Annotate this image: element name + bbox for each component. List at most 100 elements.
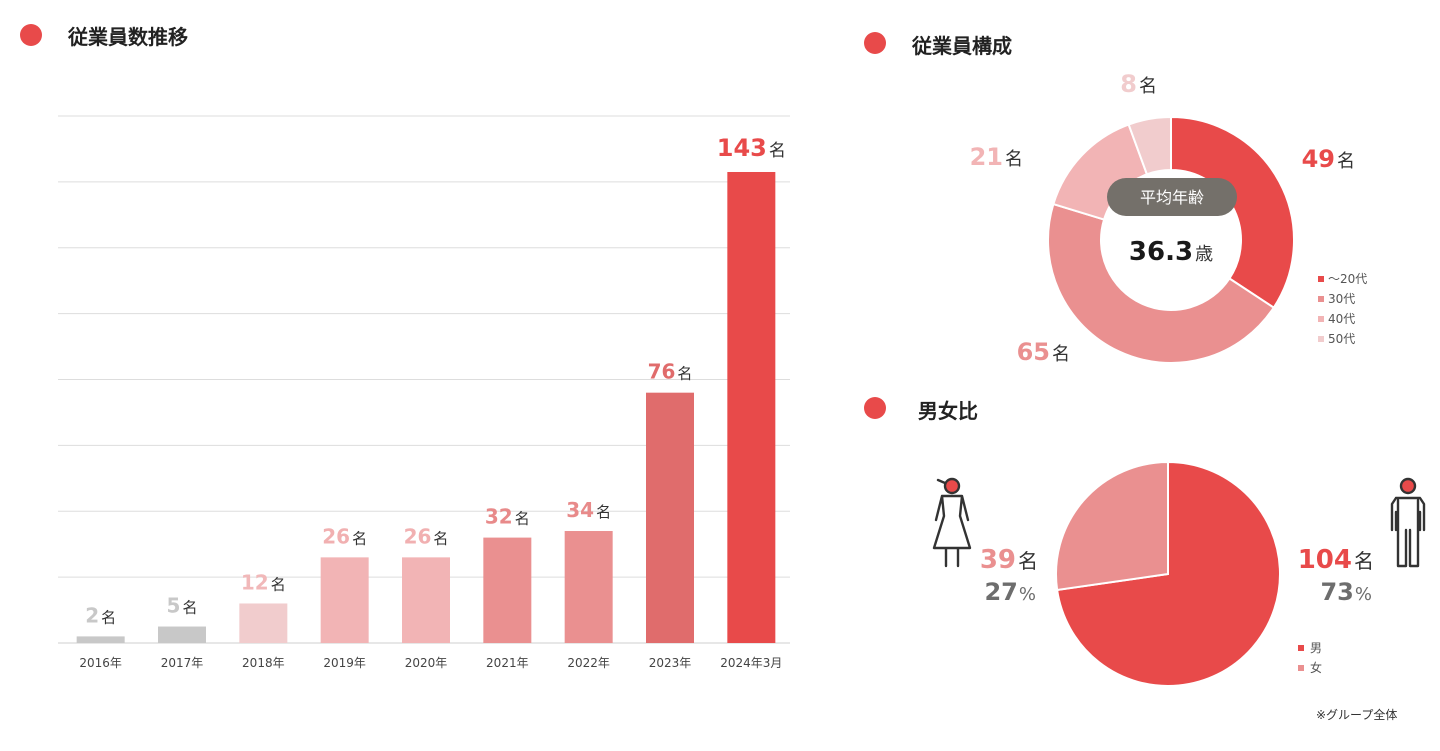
legend-label: 〜20代: [1328, 272, 1367, 286]
male-person-icon: [1390, 477, 1426, 568]
data-label: 21 名: [970, 143, 1023, 171]
x-tick-label: 2017年: [161, 656, 204, 670]
data-label: 12 名: [241, 570, 286, 594]
bar: [727, 171, 776, 643]
data-label-unit: 名: [352, 529, 367, 547]
data-label: 76 名: [648, 360, 693, 384]
average-age-unit: 歳: [1195, 244, 1213, 265]
x-tick-label: 2021年: [486, 656, 529, 670]
data-label-value: 5: [167, 594, 181, 618]
donut-slice: [1127, 115, 1172, 176]
bar: [646, 392, 694, 643]
female-count-label-value: 39: [980, 545, 1016, 575]
female-percent-value: 27: [984, 578, 1017, 606]
legend-swatch: [1318, 296, 1324, 302]
legend-swatch: [1318, 316, 1324, 322]
legend-swatch: [1318, 276, 1324, 282]
data-label-value: 8: [1120, 70, 1137, 98]
legend-swatch: [1298, 665, 1304, 671]
legend-label: 40代: [1328, 312, 1355, 326]
data-label-unit: 名: [596, 503, 611, 521]
female-count-label: 39 名: [980, 545, 1038, 575]
female-percent-unit: %: [1019, 584, 1036, 605]
data-label-unit: 名: [677, 365, 692, 383]
x-tick-label: 2020年: [405, 656, 448, 670]
male-count-label-value: 104: [1298, 545, 1352, 575]
data-label-unit: 名: [182, 599, 197, 617]
legend-label: 30代: [1328, 292, 1355, 306]
data-label-unit: 名: [1337, 151, 1355, 172]
bar: [239, 603, 288, 643]
male-head: [1399, 477, 1417, 495]
male-percent-value: 73: [1320, 578, 1353, 606]
female-person-icon: [932, 477, 972, 568]
male-percent-unit: %: [1355, 584, 1372, 605]
female-percent-label: 27%: [984, 578, 1036, 606]
male-count-label: 104 名: [1298, 545, 1374, 575]
average-age-badge-label: 平均年齢: [1140, 188, 1204, 207]
section-marker: [20, 24, 42, 46]
legend-swatch: [1318, 336, 1324, 342]
data-label-unit: 名: [515, 510, 530, 528]
x-tick-label: 2024年3月: [720, 656, 782, 670]
male-body: [1390, 496, 1426, 568]
data-label-value: 26: [322, 524, 350, 548]
pie-slice: [1055, 460, 1169, 592]
bar: [564, 531, 613, 643]
data-label-unit: 名: [101, 608, 116, 626]
bar: [402, 557, 450, 643]
female-body: [932, 478, 972, 568]
female-head: [943, 477, 961, 495]
data-label-value: 32: [485, 505, 513, 529]
gender-ratio-chart: 104 名 73% 39 名 27% 男女: [932, 460, 1426, 687]
section-marker: [864, 32, 886, 54]
data-label-value: 34: [566, 498, 594, 522]
data-label: 32 名: [485, 505, 530, 529]
donut-slice: [1047, 202, 1276, 364]
bar: [320, 557, 369, 643]
x-tick-label: 2019年: [323, 656, 366, 670]
bar: [158, 626, 206, 643]
legend-label: 女: [1310, 660, 1322, 675]
data-label-value: 12: [241, 570, 269, 594]
legend-label: 男: [1310, 641, 1322, 655]
data-label-value: 21: [970, 143, 1003, 171]
average-age-value: 36.3 歳: [1129, 237, 1213, 267]
bar: [483, 537, 532, 643]
data-label: 143 名: [717, 134, 786, 162]
x-tick-label: 2018年: [242, 656, 285, 670]
male-percent-label: 73%: [1320, 578, 1372, 606]
growth-title: 従業員数推移: [68, 25, 188, 49]
x-tick-label: 2023年: [649, 656, 692, 670]
footnote: ※グループ全体: [1316, 708, 1398, 722]
average-age-number: 36.3: [1129, 237, 1193, 267]
data-label-unit: 名: [769, 141, 786, 161]
data-label-unit: 名: [1139, 76, 1157, 97]
data-label: 34 名: [566, 498, 611, 522]
data-label-unit: 名: [271, 575, 286, 593]
legend-swatch: [1298, 645, 1304, 651]
legend-label: 50代: [1328, 332, 1355, 346]
section-marker: [864, 397, 886, 419]
data-label-unit: 名: [1005, 149, 1023, 170]
data-label-value: 26: [404, 524, 432, 548]
data-label: 26 名: [322, 524, 367, 548]
x-tick-label: 2022年: [567, 656, 610, 670]
data-label-unit: 名: [1052, 344, 1070, 365]
data-label: 49 名: [1302, 145, 1355, 173]
data-label-value: 143: [717, 134, 767, 162]
x-tick-label: 2016年: [79, 656, 122, 670]
average-age-badge: [1107, 178, 1237, 216]
data-label-value: 2: [85, 603, 99, 627]
composition-title: 従業員構成: [912, 34, 1012, 58]
data-label: 26 名: [404, 524, 449, 548]
gender-title: 男女比: [918, 399, 978, 423]
data-label-value: 65: [1017, 338, 1050, 366]
data-label-unit: 名: [433, 529, 448, 547]
bar: [76, 636, 125, 643]
